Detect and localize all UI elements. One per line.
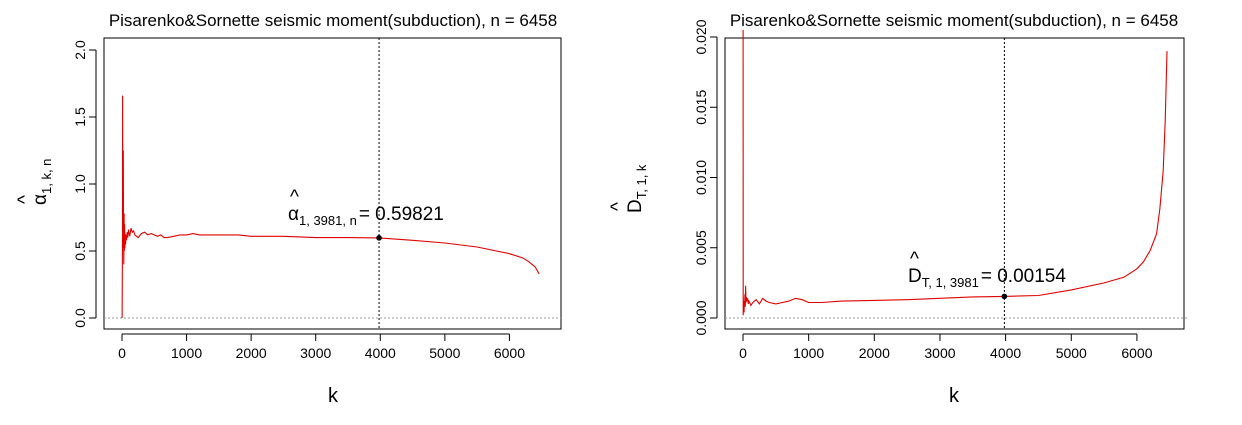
x-tick-label: 4000 [990,345,1021,361]
x-tick-label: 1000 [793,345,824,361]
y-tick-label: 1.0 [72,174,88,194]
x-tick-label: 2000 [236,345,267,361]
highlight-point [1001,293,1008,300]
annotation-symbol: α [288,204,299,225]
d-panel: Pisarenko&Sornette seismic moment(subduc… [608,11,1189,407]
y-tick-label: 0.0 [72,308,88,328]
annotation-subscript: 1, 3981, n [299,213,357,228]
alpha-series-line [121,95,540,319]
x-axis-label: k [328,385,339,407]
y-tick-label: 0.015 [693,90,709,125]
y-tick-label: 0.5 [72,241,88,261]
y-label-hat: ^ [15,195,36,204]
x-tick-label: 1000 [171,345,202,361]
d-series-line [742,29,1168,316]
highlight-point [376,235,382,241]
x-axis-label: k [949,385,960,407]
plot-frame [103,37,562,330]
y-tick-label: 0.010 [693,160,709,195]
x-tick-label: 0 [739,345,747,361]
y-axis: 0.0 0.5 1.0 1.5 2.0 [72,40,97,328]
y-tick-label: 0.020 [693,19,709,54]
svg-text:DT, 1, 3981= 0.00154: DT, 1, 3981 = 0.00154 [908,266,1066,290]
alpha-panel: Pisarenko&Sornette seismic moment(subduc… [15,11,562,407]
annotation-subscript: T, 1, 3981 [922,275,979,290]
annotation: DT, 1, 3981 = 0.00154 ^ [908,249,1066,290]
y-axis-label: DT, 1, k ^ [608,164,649,213]
x-tick-label: 6000 [1121,345,1152,361]
x-axis: 0 1000 2000 3000 4000 5000 6000 [739,333,1153,361]
y-axis-label: α1, k, n ^ [15,159,54,205]
y-label-subscript: T, 1, k [634,164,649,199]
annotation-hat: ^ [910,249,919,270]
y-tick-label: 1.5 [72,107,88,127]
y-tick-label: 2.0 [72,40,88,60]
x-tick-label: 0 [118,345,126,361]
annotation-symbol: D [908,266,922,287]
x-tick-label: 2000 [859,345,890,361]
annotation-value: = 0.00154 [981,266,1066,287]
chart-title: Pisarenko&Sornette seismic moment(subduc… [730,11,1178,30]
y-tick-label: 0.000 [693,300,709,335]
y-label-subscript: 1, k, n [39,159,54,194]
plot-frame [724,37,1185,330]
x-tick-label: 5000 [1056,345,1087,361]
x-tick-label: 3000 [924,345,955,361]
svg-text:α1, k, n: α1, k, n [30,159,54,205]
annotation-hat: ^ [290,187,299,208]
x-tick-label: 5000 [429,345,460,361]
svg-text:α1, 3981, n= 0.59821: α1, 3981, n = 0.59821 [288,204,444,228]
x-tick-label: 3000 [300,345,331,361]
x-axis: 0 1000 2000 3000 4000 5000 6000 [118,333,525,361]
y-label-symbol: α [30,194,51,205]
y-axis: 0.000 0.005 0.010 0.015 0.020 [693,19,718,336]
annotation-value: = 0.59821 [359,204,444,225]
annotation: α1, 3981, n = 0.59821 ^ [288,187,444,228]
x-tick-label: 6000 [494,345,525,361]
y-tick-label: 0.005 [693,230,709,265]
x-tick-label: 4000 [365,345,396,361]
y-label-hat: ^ [608,202,629,211]
chart-title: Pisarenko&Sornette seismic moment(subduc… [109,11,557,30]
svg-text:DT, 1, k: DT, 1, k [625,164,649,213]
y-label-symbol: D [625,199,646,213]
